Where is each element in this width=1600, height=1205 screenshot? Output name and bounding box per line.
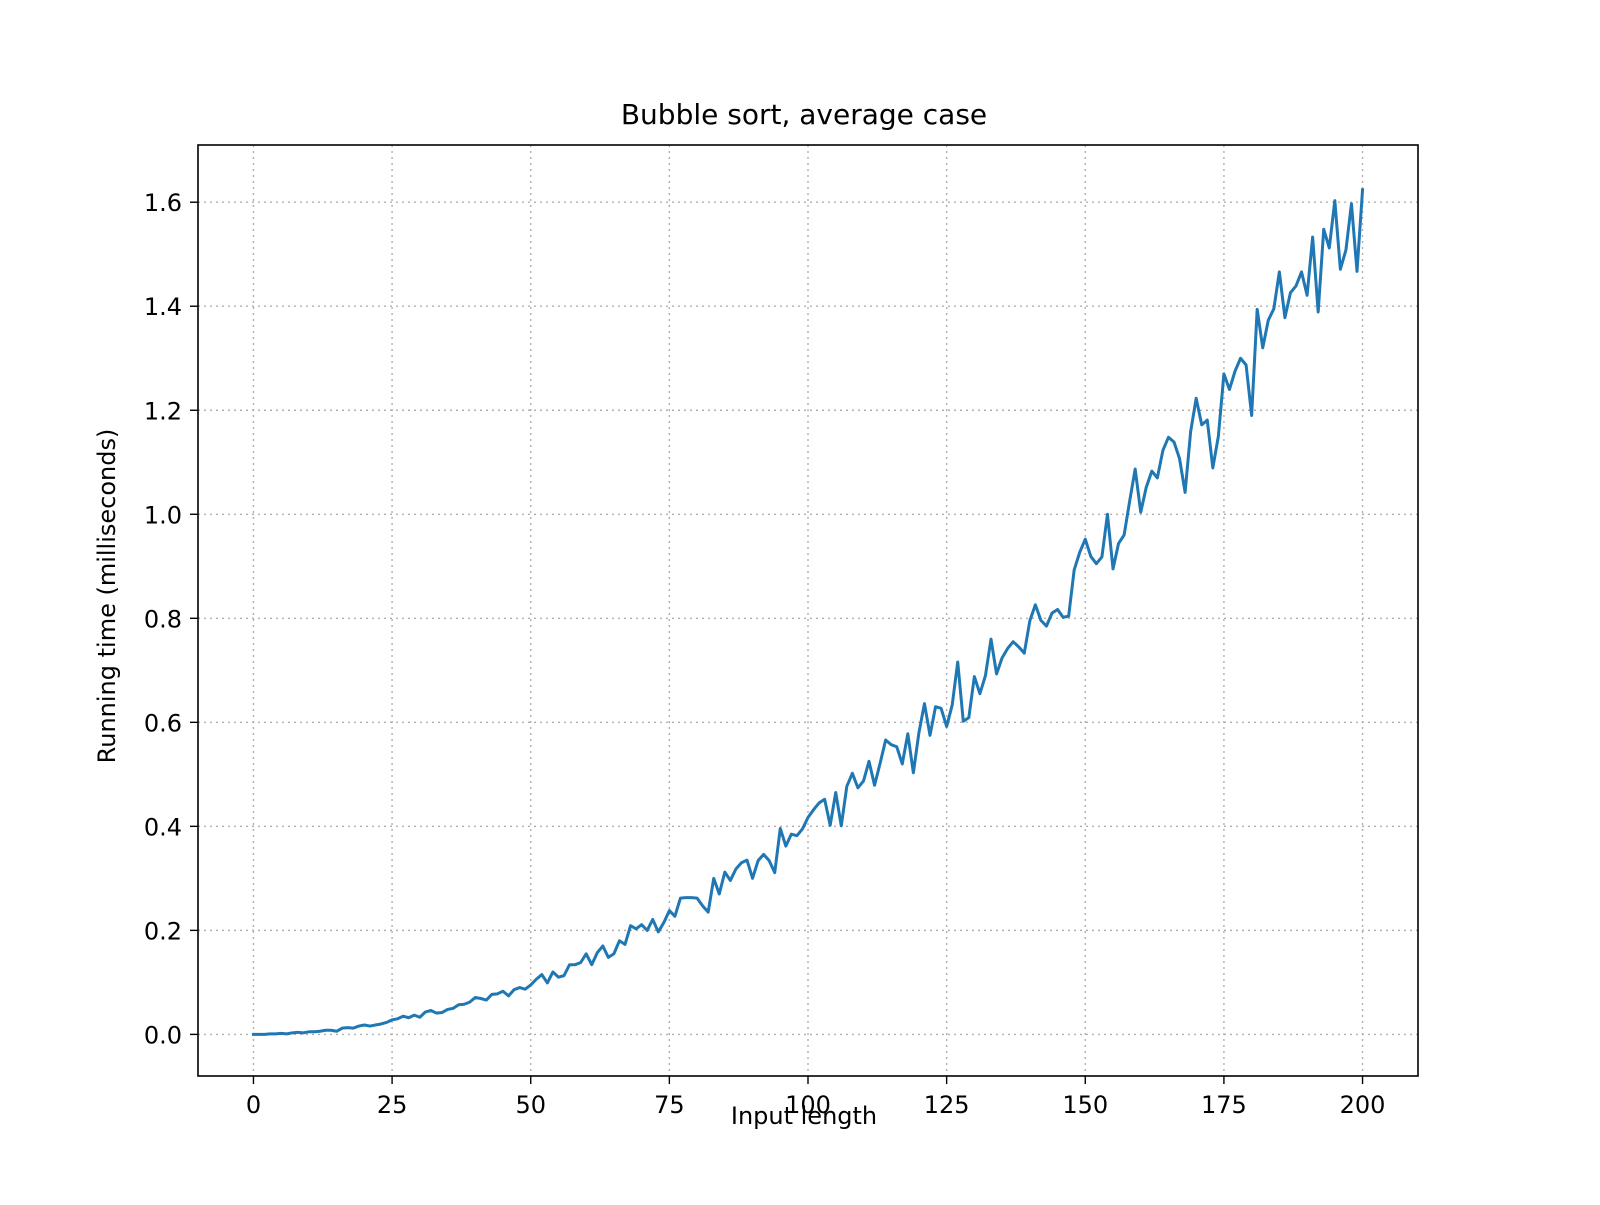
- x-tick-label: 50: [515, 1091, 546, 1119]
- grid-lines: [198, 145, 1418, 1076]
- y-tick-label: 1.2: [144, 397, 182, 425]
- series-group: [251, 188, 1365, 1036]
- y-axis-ticks: 0.0 0.2 0.4 0.6 0.8 1.0 1.2 1.4 1.6: [144, 189, 198, 1049]
- y-tick-label: 0.4: [144, 813, 182, 841]
- y-tick-label: 0.2: [144, 917, 182, 945]
- x-tick-label: 100: [785, 1091, 831, 1119]
- x-tick-label: 150: [1062, 1091, 1108, 1119]
- x-tick-label: 75: [654, 1091, 685, 1119]
- y-tick-label: 0.6: [144, 709, 182, 737]
- x-tick-label: 0: [246, 1091, 261, 1119]
- chart-title: Bubble sort, average case: [621, 98, 987, 131]
- x-tick-label: 200: [1340, 1091, 1386, 1119]
- x-tick-label: 125: [924, 1091, 970, 1119]
- x-tick-label: 25: [377, 1091, 408, 1119]
- y-tick-label: 1.0: [144, 501, 182, 529]
- y-tick-label: 1.6: [144, 189, 182, 217]
- y-tick-label: 0.8: [144, 605, 182, 633]
- series-line-0: [251, 188, 1365, 1036]
- x-tick-label: 175: [1201, 1091, 1247, 1119]
- y-tick-label: 1.4: [144, 293, 182, 321]
- y-tick-label: 0.0: [144, 1021, 182, 1049]
- y-axis-label: Running time (milliseconds): [93, 429, 121, 764]
- x-axis-label: Input length: [731, 1102, 877, 1130]
- x-axis-ticks: 0 25 50 75 100 125 150 175 200: [246, 1076, 1386, 1119]
